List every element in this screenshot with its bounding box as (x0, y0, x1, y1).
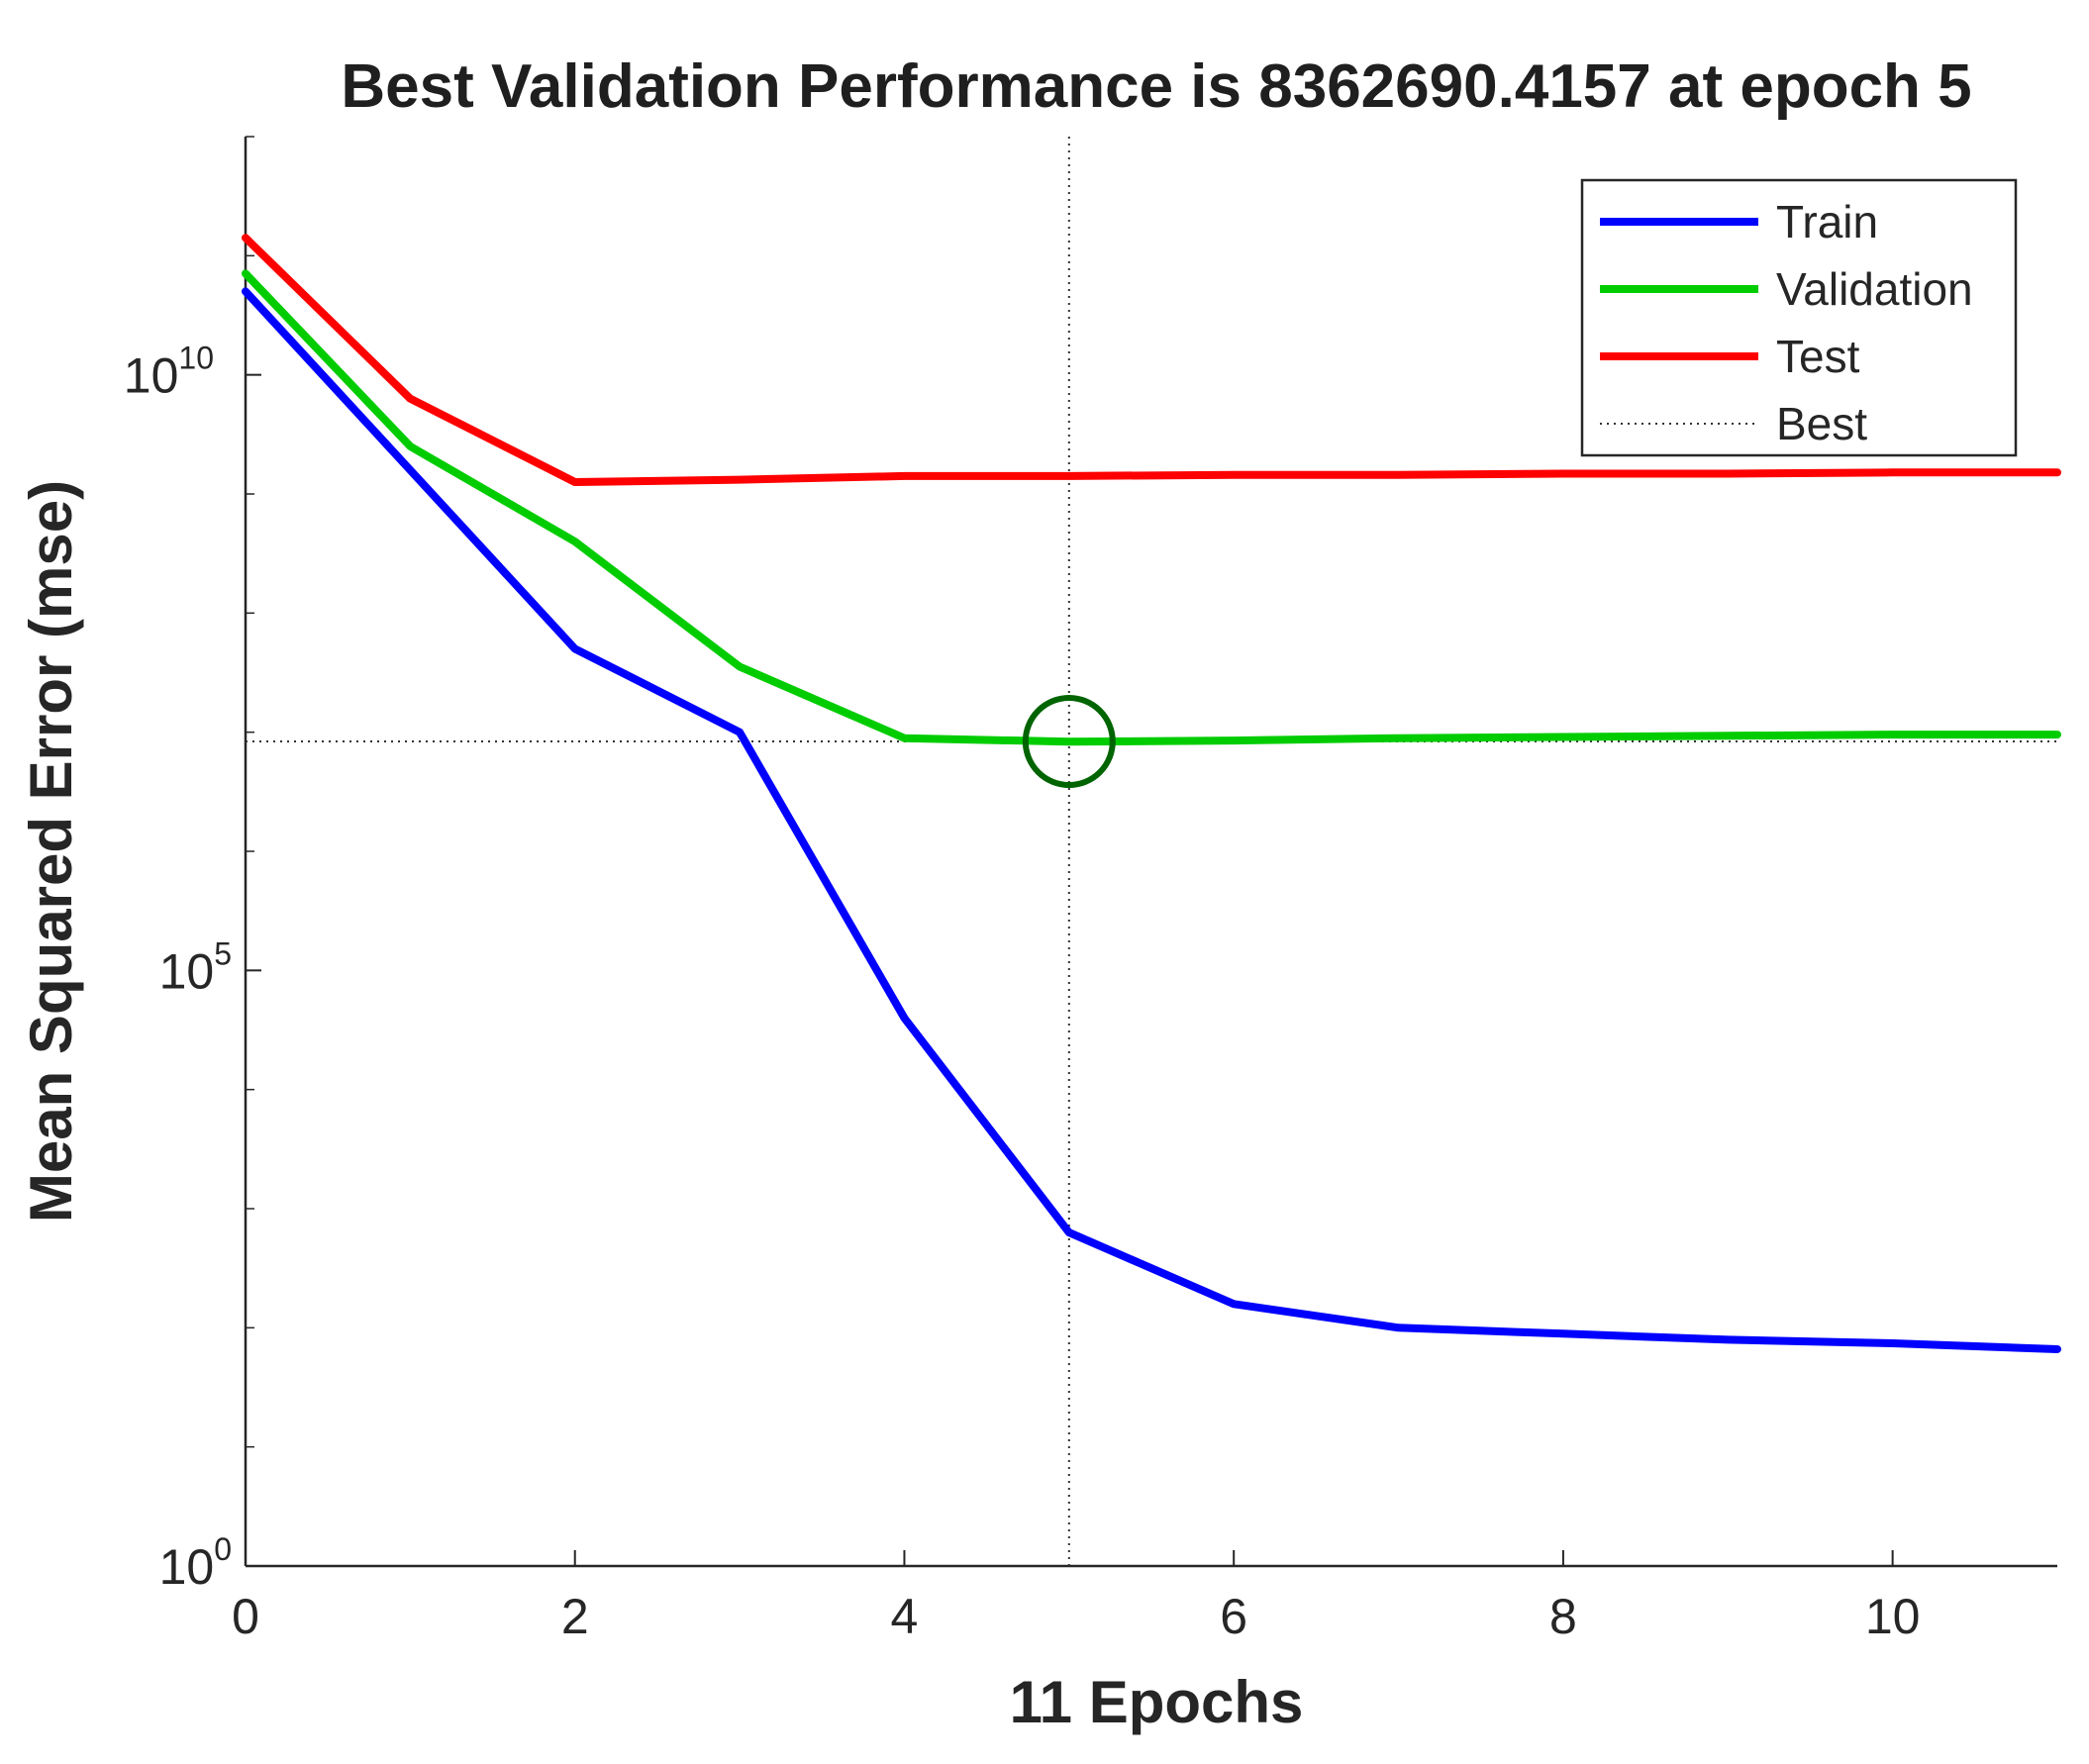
series-line-validation (242, 269, 2061, 746)
plot-area: 0 2 4 6 8 10 100 105 1010 (124, 136, 2061, 1644)
y-tick-label: 1010 (124, 341, 214, 404)
x-tick-label: 10 (1865, 1589, 1921, 1644)
legend-label-best: Best (1776, 398, 1867, 449)
x-tick-label: 4 (891, 1589, 919, 1644)
legend-label-test: Test (1776, 331, 1860, 382)
legend-box (1580, 178, 2018, 457)
legend: Train Validation Test Best (1580, 178, 2018, 457)
x-tick-label: 2 (561, 1589, 589, 1644)
y-tick-label: 100 (159, 1531, 232, 1595)
y-tick-label: 105 (159, 935, 232, 999)
x-tick-label: 0 (232, 1589, 259, 1644)
chart-title: Best Validation Performance is 8362690.4… (341, 52, 1971, 121)
y-axis-label: Mean Squared Error (mse) (18, 480, 84, 1223)
x-tick-label: 8 (1549, 1589, 1577, 1644)
x-axis-label: 11 Epochs (1010, 1669, 1304, 1735)
series-line-test (242, 234, 2061, 486)
best-marker (1022, 695, 1116, 789)
legend-label-validation: Validation (1776, 263, 1973, 315)
x-tick-label: 6 (1220, 1589, 1247, 1644)
series-line-train (242, 287, 2061, 1353)
legend-label-train: Train (1776, 196, 1878, 247)
